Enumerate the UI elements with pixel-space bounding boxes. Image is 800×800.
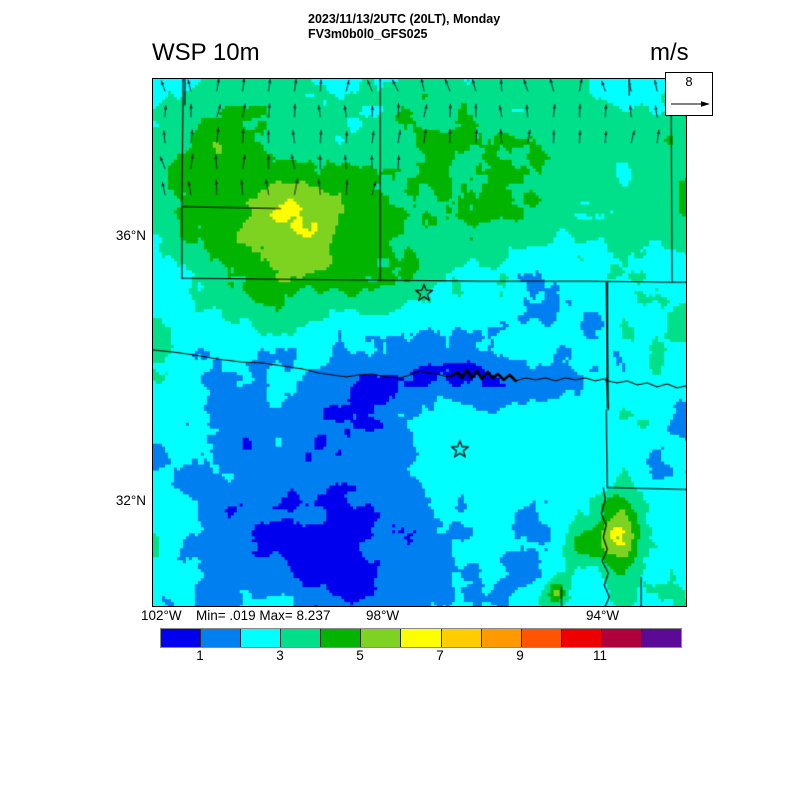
variable-label: WSP 10m	[152, 39, 260, 66]
colorbar-cell-12	[641, 629, 682, 647]
lon-label-102w: 102°W	[141, 608, 182, 623]
colorbar-cell-5	[361, 629, 402, 647]
reference-vector-value: 8	[685, 74, 693, 89]
colorbar-cell-1	[201, 629, 242, 647]
colorbar-tick-5: 5	[356, 648, 364, 663]
colorbar-cell-7	[441, 629, 482, 647]
chart-title-block: 2023/11/13/2UTC (20LT), Monday FV3m0b0l0…	[308, 12, 648, 42]
units-label: m/s	[650, 39, 689, 66]
model-title: FV3m0b0l0_GFS025	[308, 27, 428, 41]
colorbar-cell-0	[161, 629, 202, 647]
colorbar-cell-2	[241, 629, 282, 647]
right-arrow-icon	[671, 101, 710, 107]
lat-label-36n: 36°N	[115, 228, 146, 243]
colorbar-tick-9: 9	[516, 648, 524, 663]
lon-label-94w: 94°W	[586, 608, 620, 623]
datetime-title: 2023/11/13/2UTC (20LT), Monday	[308, 12, 501, 26]
colorbar[interactable]	[160, 628, 682, 648]
colorbar-cell-4	[321, 629, 362, 647]
colorbar-tick-11: 11	[592, 648, 608, 663]
colorbar-tick-3: 3	[276, 648, 284, 663]
colorbar-cell-10	[561, 629, 602, 647]
colorbar-cell-6	[401, 629, 442, 647]
colorbar-tick-labels: 1 3 5 7 9 11	[160, 648, 680, 666]
colorbar-cell-8	[481, 629, 522, 647]
wind-speed-field-canvas	[153, 79, 686, 606]
min-max-stats: Min= .019 Max= 8.237	[196, 608, 331, 623]
colorbar-cell-9	[521, 629, 562, 647]
lat-label-32n: 32°N	[115, 493, 146, 508]
lon-label-98w: 98°W	[366, 608, 400, 623]
colorbar-tick-1: 1	[196, 648, 204, 663]
colorbar-cell-11	[601, 629, 642, 647]
colorbar-tick-7: 7	[436, 648, 444, 663]
colorbar-cell-3	[281, 629, 322, 647]
reference-vector-legend: 8	[665, 72, 713, 116]
map-plot-area[interactable]	[152, 78, 687, 607]
